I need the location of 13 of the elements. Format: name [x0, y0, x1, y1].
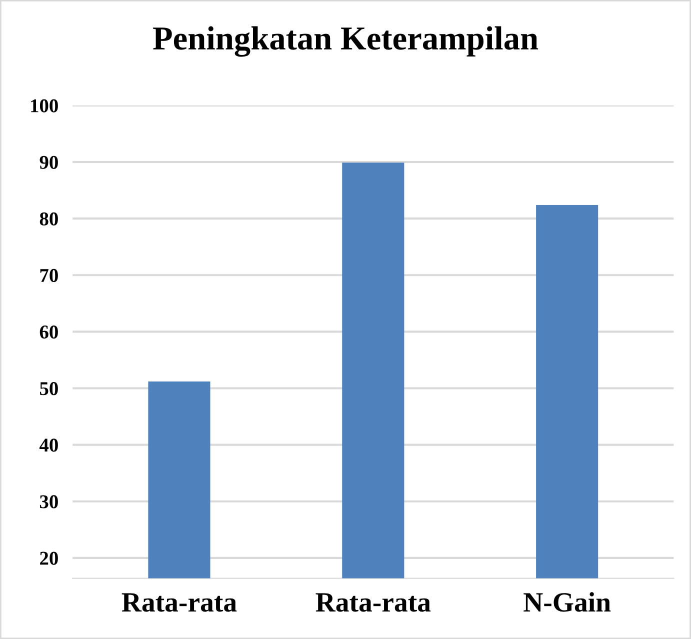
x-tick-label: N-Gain — [524, 592, 611, 612]
x-tick-label: Rata-rata — [122, 593, 237, 612]
y-tick-label: 40 — [39, 438, 58, 452]
y-tick-label: 50 — [40, 382, 58, 396]
x-tick-label: Rata-rata — [316, 593, 431, 612]
y-tick-label: 60 — [40, 326, 58, 339]
y-tick-label: 30 — [40, 495, 58, 508]
y-tick-label: 100 — [31, 99, 58, 112]
y-tick-label: 90 — [40, 156, 58, 169]
y-tick-label: 70 — [40, 268, 58, 282]
chart-title: Peningkatan Keterampilan — [153, 26, 538, 57]
y-tick-label: 80 — [40, 212, 58, 226]
y-tick-label: 20 — [40, 552, 58, 565]
